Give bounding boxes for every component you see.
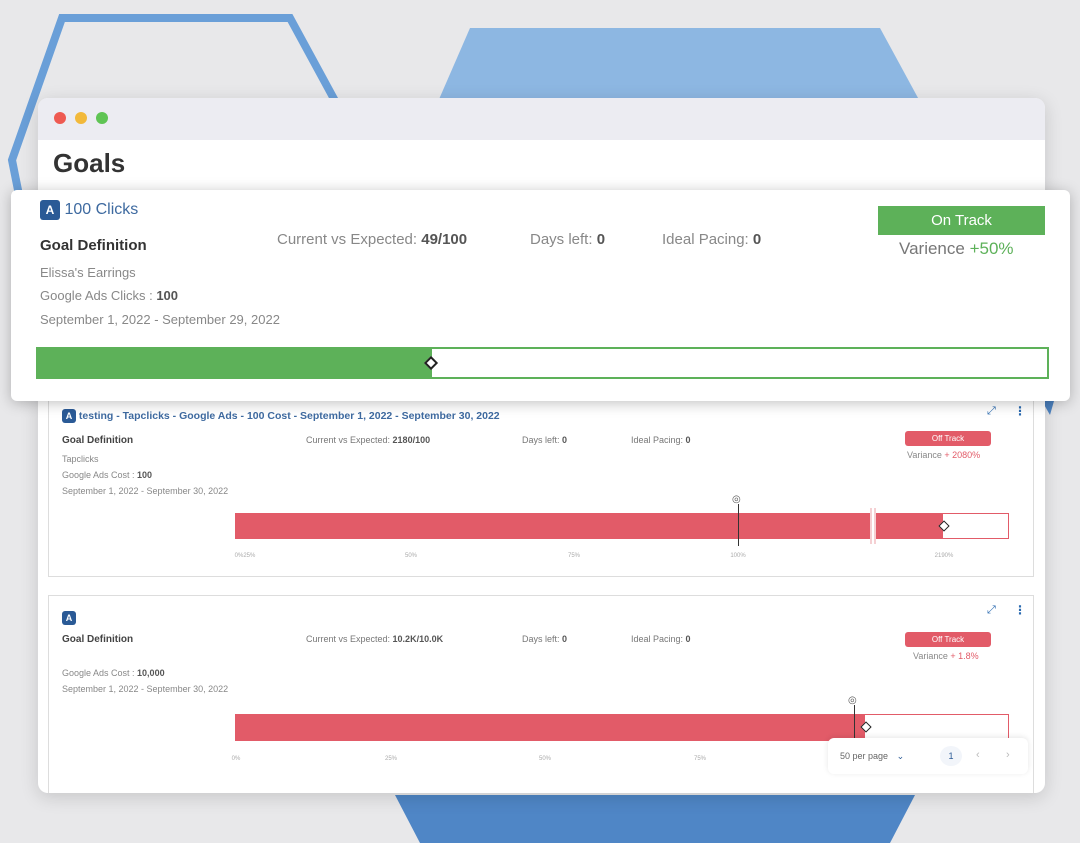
goal-definition-heading: Goal Definition [62, 435, 134, 446]
expand-icon[interactable]: ⤢ [987, 405, 996, 417]
progress-fill [236, 514, 944, 538]
more-vert-icon[interactable]: ⋮ [1014, 404, 1026, 418]
close-window-button[interactable] [54, 112, 66, 124]
ideal-pacing: Ideal Pacing: 0 [631, 634, 691, 644]
target-line [738, 504, 739, 546]
status-badge: Off Track [905, 632, 991, 647]
tick-label: 100% [730, 553, 746, 559]
tick-label: 75% [693, 756, 707, 762]
goal-definition-heading: Goal Definition [40, 237, 147, 254]
date-range: September 1, 2022 - September 30, 2022 [62, 486, 229, 496]
account-name: Tapclicks [62, 454, 99, 464]
goal-title: testing - Tapclicks - Google Ads - 100 C… [78, 410, 500, 422]
minimize-window-button[interactable] [75, 112, 87, 124]
axis-break [870, 508, 876, 544]
goal-title-link[interactable]: A 100 Clicks [40, 200, 138, 220]
progress-fill [236, 715, 866, 740]
current-vs-expected: Current vs Expected: 2180/100 [306, 435, 431, 445]
title-bar [38, 98, 1045, 140]
progress-bar: ◎ [235, 695, 1009, 743]
goal-title: 100 Clicks [64, 201, 139, 218]
highlighted-goal-card: A 100 Clicks Goal Definition Elissa's Ea… [11, 190, 1070, 401]
variance: Varience +50% [899, 239, 1014, 258]
days-left: Days left: 0 [522, 634, 568, 644]
goal-definition-heading: Goal Definition [62, 634, 134, 645]
progress-bar [36, 347, 1049, 379]
next-page-button[interactable]: › [1006, 749, 1010, 761]
variance: Variance + 1.8% [913, 651, 979, 661]
more-vert-icon[interactable]: ⋮ [1014, 603, 1026, 617]
date-range: September 1, 2022 - September 29, 2022 [40, 312, 280, 327]
pagination: 50 per page ⌄ 1 ‹ › [828, 738, 1028, 774]
ideal-pacing: Ideal Pacing: 0 [631, 435, 691, 445]
variance: Variance + 2080% [907, 450, 981, 460]
goal-title-link[interactable]: A testing - Tapclicks - Google Ads - 100… [62, 409, 500, 423]
google-ads-logo-icon: A [62, 409, 76, 423]
metric-line: Google Ads Cost : 100 [62, 470, 153, 480]
date-range: September 1, 2022 - September 30, 2022 [62, 684, 229, 694]
per-page-select[interactable]: 50 per page ⌄ [840, 751, 905, 761]
tick-label: 25% [384, 756, 398, 762]
current-vs-expected: Current vs Expected: 10.2K/10.0K [306, 634, 444, 644]
tick-label: 2190% [934, 553, 954, 559]
maximize-window-button[interactable] [96, 112, 108, 124]
google-ads-logo-icon: A [62, 611, 76, 625]
chevron-down-icon: ⌄ [896, 751, 905, 761]
goal-card: A testing - Tapclicks - Google Ads - 100… [48, 400, 1034, 577]
tick-label: 50% [404, 553, 418, 559]
progress-fill [38, 349, 432, 377]
page-1-button[interactable]: 1 [940, 746, 962, 766]
status-badge: Off Track [905, 431, 991, 446]
days-left: Days left: 0 [522, 435, 568, 445]
ideal-pacing: Ideal Pacing: 0 [662, 231, 762, 248]
goal-title-link[interactable]: A [62, 608, 76, 626]
expand-icon[interactable]: ⤢ [987, 604, 996, 616]
progress-bar: ◎ [235, 494, 1009, 546]
page-title: Goals [53, 148, 126, 178]
google-ads-logo-icon: A [40, 200, 60, 220]
tick-label: 75% [567, 553, 581, 559]
target-line [854, 705, 855, 743]
target-icon: ◎ [732, 494, 741, 505]
current-vs-expected: Current vs Expected: 49/100 [277, 231, 468, 248]
tick-label: 0%25% [234, 553, 256, 559]
status-badge: On Track [878, 206, 1045, 235]
metric-line: Google Ads Clicks : 100 [40, 288, 179, 303]
tick-label: 50% [538, 756, 552, 762]
target-icon: ◎ [848, 695, 857, 706]
tick-label: 0% [231, 756, 241, 762]
prev-page-button[interactable]: ‹ [976, 749, 980, 761]
metric-line: Google Ads Cost : 10,000 [62, 668, 165, 678]
days-left: Days left: 0 [530, 231, 606, 248]
account-name: Elissa's Earrings [40, 265, 136, 280]
